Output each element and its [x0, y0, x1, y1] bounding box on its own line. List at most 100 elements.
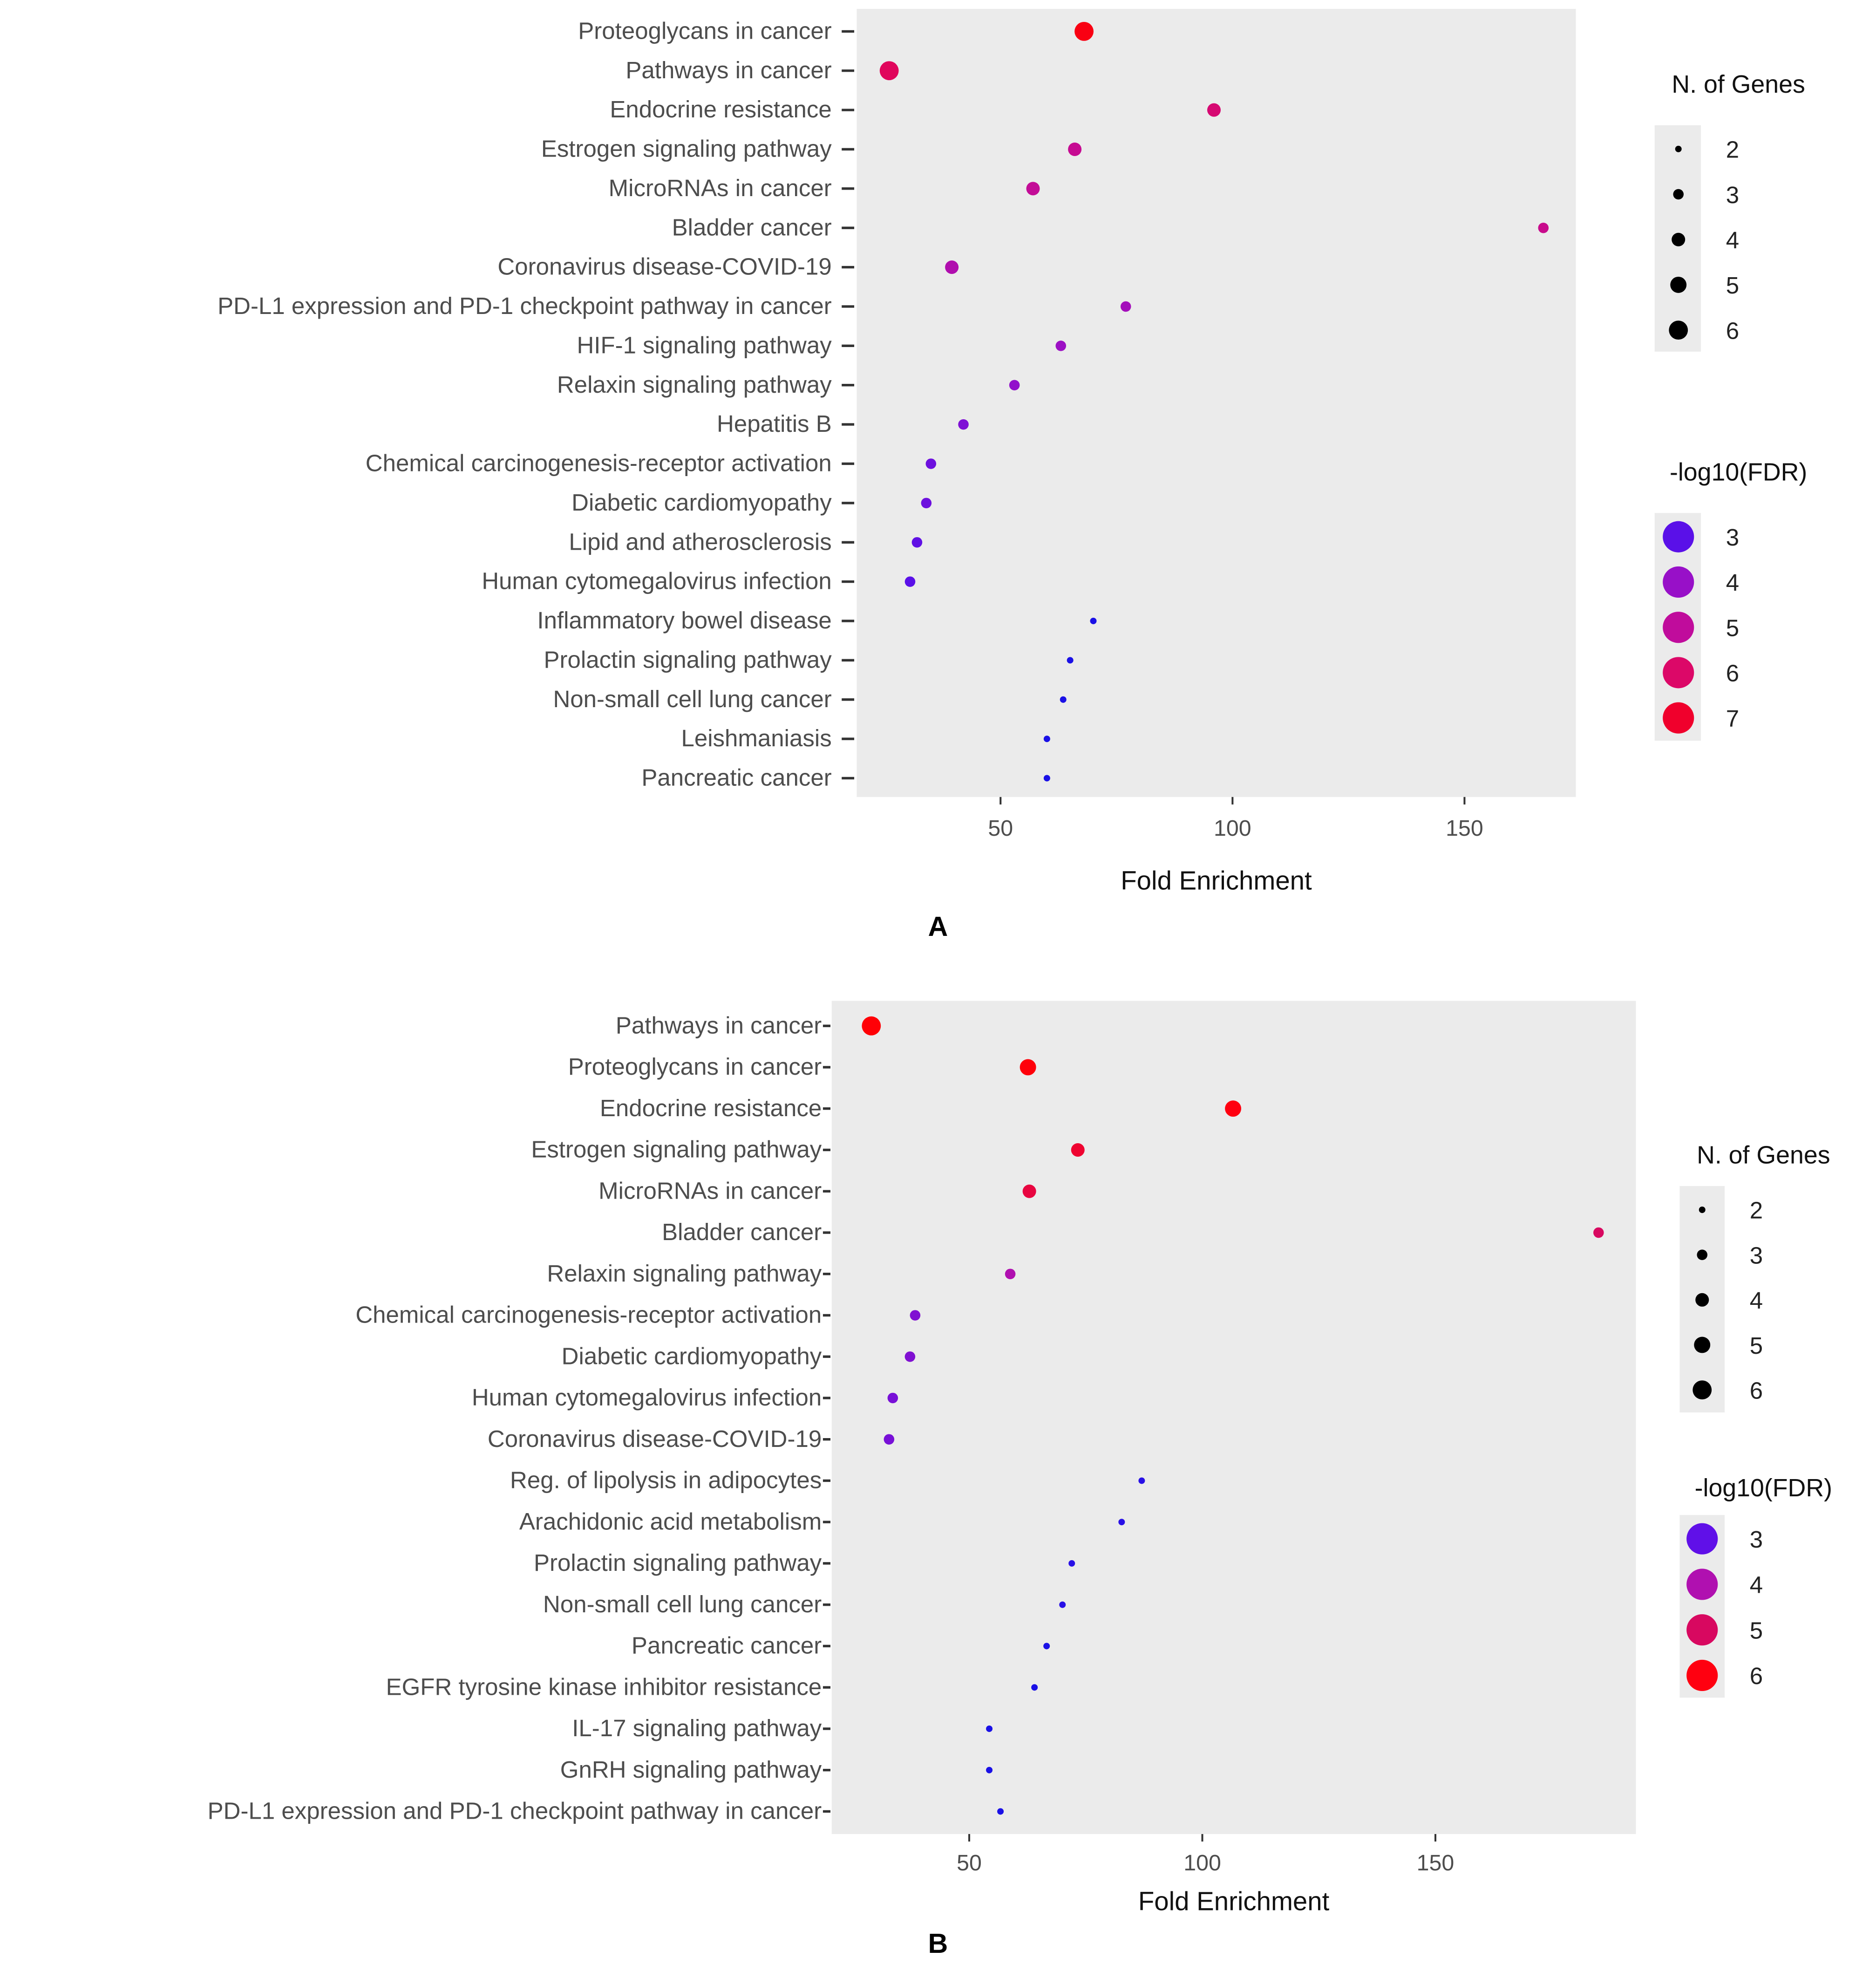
- color-legend-label: 3: [1750, 1526, 1763, 1553]
- color-legend-key: [1663, 702, 1694, 734]
- y-tick-label: Inflammatory bowel disease: [537, 607, 831, 634]
- data-point: [1059, 1601, 1066, 1608]
- data-point: [1055, 341, 1067, 351]
- size-legend-key: [1672, 232, 1686, 246]
- data-point: [1068, 142, 1082, 156]
- y-tick-label: Non-small cell lung cancer: [553, 686, 831, 712]
- panel-a: 50 100 150 Fold Enrichment A Proteoglycans in…: [218, 9, 1807, 942]
- data-point: [904, 576, 916, 587]
- plot-background: [856, 9, 1576, 797]
- y-tick-label: Proteoglycans in cancer: [568, 1053, 822, 1080]
- y-tick-label: Proteoglycans in cancer: [578, 17, 831, 44]
- data-point: [1118, 1519, 1125, 1526]
- y-tick-label: Leishmaniasis: [681, 725, 831, 751]
- y-tick-label: Bladder cancer: [672, 214, 832, 240]
- y-tick-label: Hepatitis B: [717, 410, 832, 437]
- y-tick-label: MicroRNAs in cancer: [609, 175, 832, 201]
- y-tick-label: PD-L1 expression and PD-1 checkpoint pat…: [208, 1798, 822, 1824]
- size-legend-key: [1692, 1380, 1712, 1400]
- data-point: [1225, 1100, 1242, 1117]
- data-point: [1043, 736, 1050, 743]
- color-legend-key: [1686, 1614, 1718, 1646]
- data-point: [887, 1392, 898, 1404]
- data-point: [879, 61, 899, 81]
- data-point: [1005, 1269, 1016, 1279]
- y-tick-label: MicroRNAs in cancer: [598, 1177, 822, 1204]
- y-tick-label: Coronavirus disease-COVID-19: [488, 1426, 822, 1452]
- size-legend-label: 6: [1726, 317, 1739, 344]
- size-legend-label: 4: [1750, 1287, 1763, 1314]
- data-point: [1120, 301, 1131, 312]
- data-point: [1538, 222, 1549, 233]
- data-point: [1043, 1643, 1050, 1650]
- color-legend-key: [1686, 1659, 1718, 1692]
- data-point: [862, 1016, 881, 1036]
- y-tick-label: Pancreatic cancer: [641, 764, 831, 791]
- size-legend-label: 5: [1726, 272, 1739, 299]
- color-legend-key: [1686, 1569, 1718, 1600]
- y-tick-label: Pancreatic cancer: [632, 1632, 822, 1659]
- y-tick-label: Coronavirus disease-COVID-19: [497, 253, 831, 280]
- color-legend-key: [1663, 566, 1694, 598]
- size-legend-label: 2: [1750, 1197, 1763, 1224]
- size-legend-label: 6: [1750, 1377, 1763, 1404]
- data-point: [904, 1351, 916, 1362]
- data-point: [1068, 1560, 1075, 1567]
- color-legend-label: 5: [1726, 614, 1739, 641]
- size-legend-key: [1673, 189, 1684, 200]
- y-tick-label: Endocrine resistance: [610, 96, 831, 123]
- color-legend-label: 4: [1750, 1572, 1763, 1598]
- data-point: [1138, 1477, 1145, 1484]
- size-legend-key: [1699, 1206, 1706, 1213]
- color-legend-label: 7: [1726, 705, 1739, 732]
- data-point: [1207, 103, 1221, 117]
- y-tick-label: GnRH signaling pathway: [560, 1756, 822, 1783]
- y-tick-label: Relaxin signaling pathway: [557, 371, 832, 398]
- y-tick-label: Reg. of lipolysis in adipocytes: [510, 1467, 822, 1494]
- y-tick-label: Prolactin signaling pathway: [534, 1549, 822, 1576]
- y-tick-label: HIF-1 signaling pathway: [577, 332, 832, 358]
- size-legend-key: [1697, 1249, 1708, 1260]
- size-legend-key: [1670, 276, 1687, 293]
- color-legend-label: 4: [1726, 569, 1739, 596]
- y-tick-label: IL-17 signaling pathway: [572, 1715, 822, 1741]
- y-tick-label: Pathways in cancer: [625, 57, 831, 83]
- y-tick-label: Estrogen signaling pathway: [541, 136, 832, 162]
- size-legend-key: [1675, 145, 1682, 152]
- color-legend-key: [1663, 612, 1694, 643]
- x-tick-label: 50: [957, 1850, 982, 1876]
- panel-label: A: [928, 911, 948, 942]
- color-legend-title: -log10(FDR): [1695, 1474, 1832, 1502]
- size-legend-label: 5: [1750, 1332, 1763, 1359]
- y-tick-label: Diabetic cardiomyopathy: [562, 1343, 822, 1369]
- data-point: [986, 1725, 993, 1732]
- y-tick-label: Prolactin signaling pathway: [544, 646, 832, 673]
- size-legend-label: 4: [1726, 227, 1739, 253]
- data-point: [1593, 1227, 1604, 1238]
- data-point: [1090, 617, 1097, 624]
- y-tick-label: Non-small cell lung cancer: [543, 1591, 822, 1617]
- x-tick-label: 150: [1446, 816, 1483, 841]
- color-legend-key: [1686, 1523, 1718, 1555]
- size-legend-label: 3: [1750, 1242, 1763, 1269]
- color-legend-label: 3: [1726, 524, 1739, 551]
- size-legend-title: N. of Genes: [1672, 70, 1805, 98]
- color-legend-label: 5: [1750, 1617, 1763, 1644]
- data-point: [997, 1808, 1004, 1815]
- panel-label: B: [928, 1928, 948, 1959]
- y-tick-label: Estrogen signaling pathway: [531, 1136, 822, 1163]
- data-point: [945, 260, 959, 274]
- size-legend-key: [1669, 321, 1688, 340]
- color-legend-label: 6: [1750, 1663, 1763, 1689]
- y-tick-label: Arachidonic acid metabolism: [519, 1508, 822, 1535]
- size-legend-label: 2: [1726, 136, 1739, 163]
- data-point: [1074, 21, 1094, 41]
- size-legend-title: N. of Genes: [1697, 1141, 1830, 1169]
- y-tick-label: EGFR tyrosine kinase inhibitor resistanc…: [386, 1673, 822, 1700]
- plot-background: [831, 1001, 1636, 1834]
- x-tick-label: 50: [988, 816, 1013, 841]
- data-point: [1026, 182, 1040, 196]
- data-point: [958, 419, 969, 430]
- y-tick-label: Lipid and atherosclerosis: [569, 528, 831, 555]
- y-tick-label: Pathways in cancer: [616, 1012, 822, 1038]
